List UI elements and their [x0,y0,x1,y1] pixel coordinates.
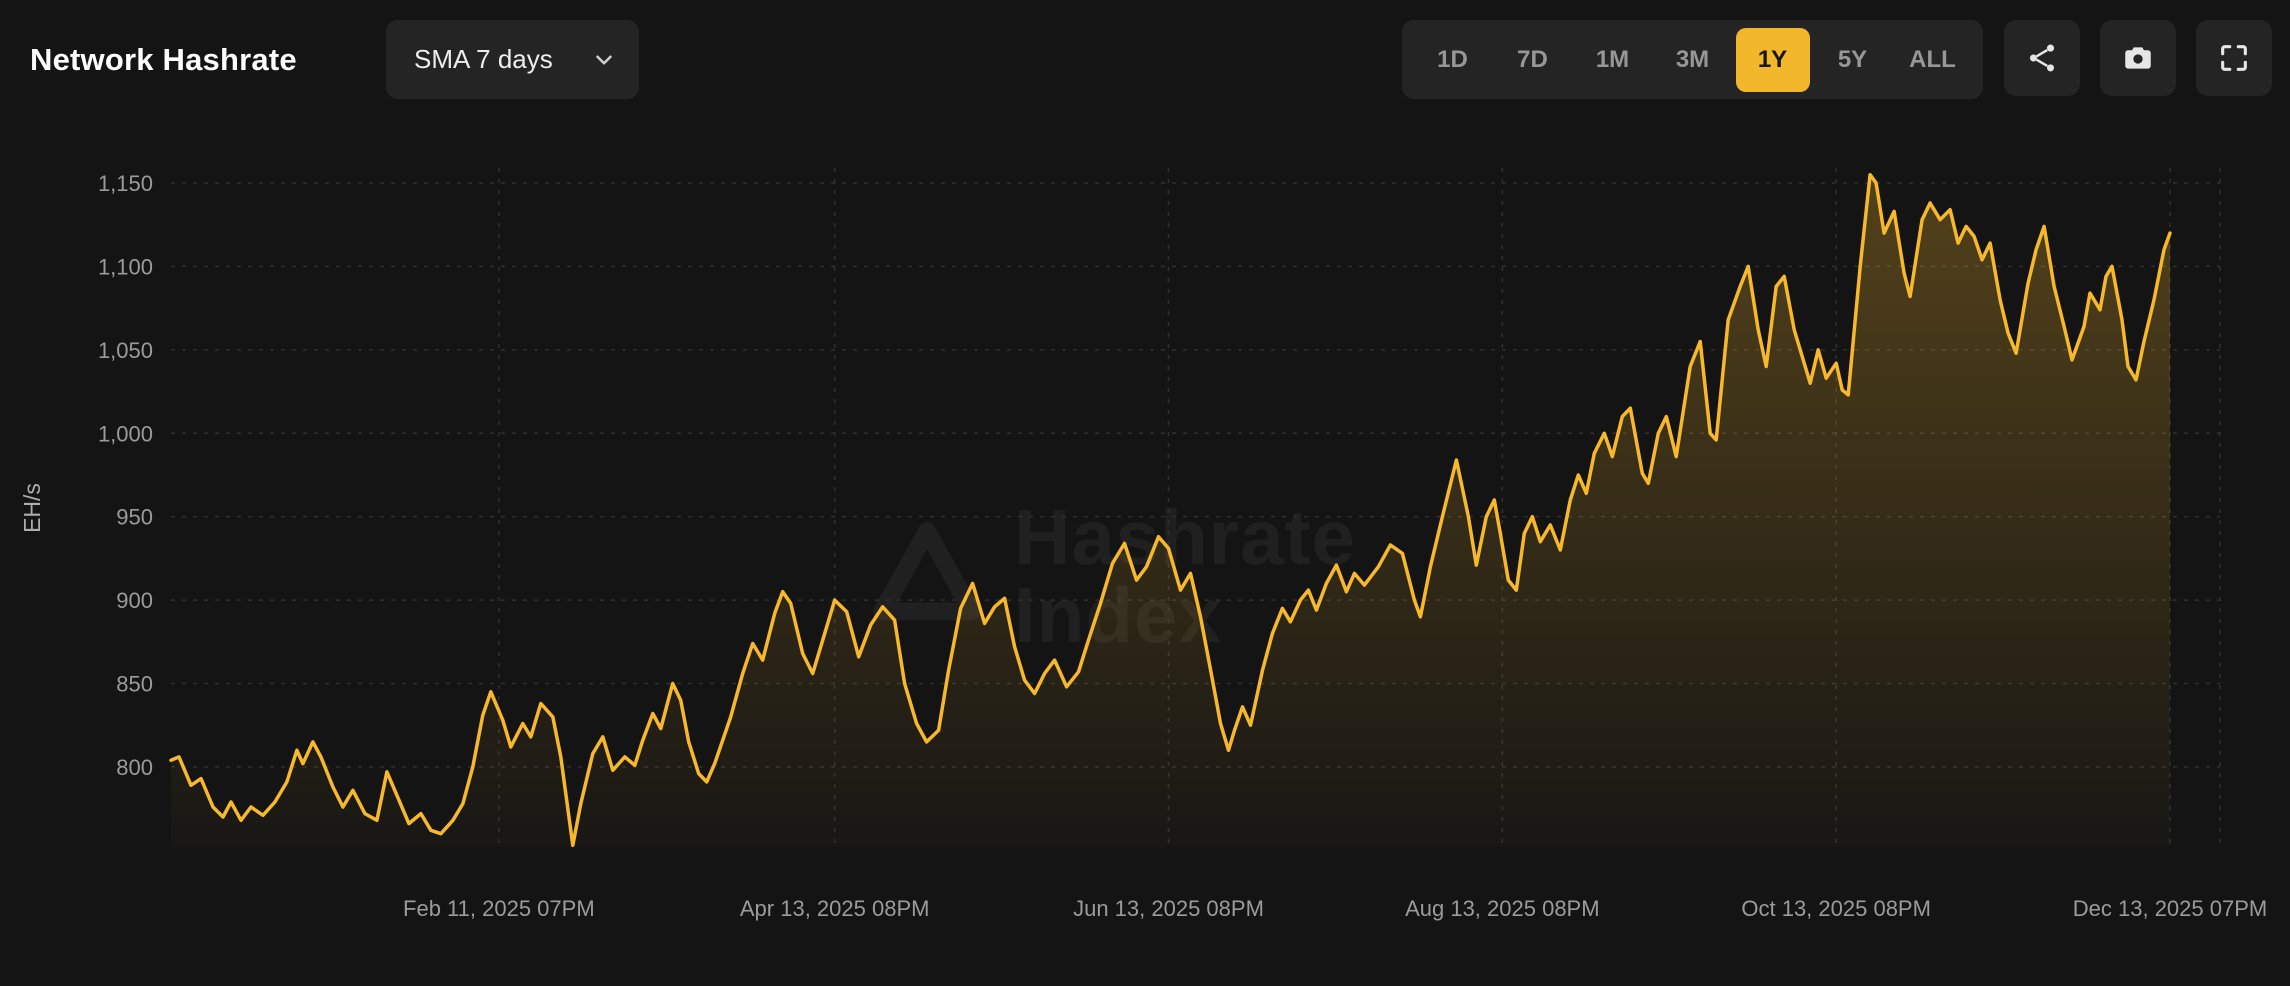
x-tick-label: Apr 13, 2025 08PM [740,896,930,921]
range-button-1d[interactable]: 1D [1416,28,1490,92]
range-button-3m[interactable]: 3M [1656,28,1730,92]
chevron-down-icon [591,47,617,73]
range-button-7d[interactable]: 7D [1496,28,1570,92]
x-tick-label: Oct 13, 2025 08PM [1741,896,1931,921]
camera-button[interactable] [2100,20,2176,96]
sma-dropdown[interactable]: SMA 7 days [386,20,639,99]
y-tick-label: 800 [116,755,153,780]
x-tick-label: Dec 13, 2025 07PM [2073,896,2267,921]
x-tick-label: Aug 13, 2025 08PM [1405,896,1599,921]
share-button[interactable] [2004,20,2080,96]
y-tick-label: 1,100 [98,254,153,279]
range-button-all[interactable]: ALL [1896,28,1970,92]
x-tick-label: Feb 11, 2025 07PM [403,896,595,921]
time-range-group: 1D 7D 1M 3M 1Y 5Y ALL [1402,20,1983,99]
share-icon [2025,41,2059,75]
y-tick-label: 1,050 [98,338,153,363]
y-tick-label: 850 [116,672,153,697]
fullscreen-icon [2217,41,2251,75]
range-button-1y[interactable]: 1Y [1735,27,1810,92]
hashrate-line [169,172,2172,848]
fullscreen-button[interactable] [2196,20,2272,96]
sma-dropdown-label: SMA 7 days [414,44,553,74]
y-axis-label: EH/s [19,483,45,533]
hashrate-area [171,174,2170,847]
range-button-5y[interactable]: 5Y [1816,28,1890,92]
range-button-1m[interactable]: 1M [1576,28,1650,92]
y-tick-label: 1,000 [98,421,153,446]
x-tick-label: Jun 13, 2025 08PM [1073,896,1264,921]
camera-icon [2121,41,2155,75]
y-tick-label: 950 [116,505,153,530]
page-title: Network Hashrate [30,42,297,77]
y-tick-label: 1,150 [98,171,153,196]
y-tick-label: 900 [116,588,153,613]
